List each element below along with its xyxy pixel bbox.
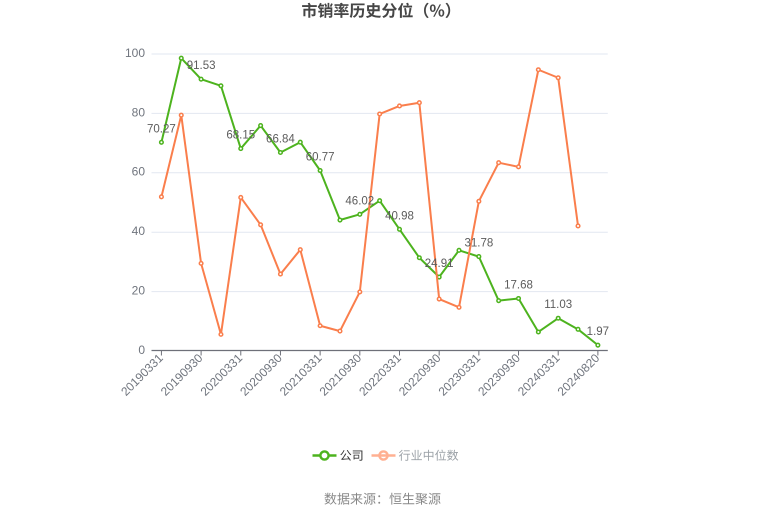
svg-text:20230331: 20230331 [436, 351, 484, 399]
svg-text:17.68: 17.68 [504, 279, 533, 291]
svg-text:80: 80 [132, 105, 146, 119]
svg-text:20220930: 20220930 [396, 351, 444, 399]
svg-text:46.02: 46.02 [345, 195, 374, 207]
svg-text:31.78: 31.78 [464, 238, 493, 250]
svg-text:20200930: 20200930 [237, 351, 285, 399]
svg-text:20210331: 20210331 [277, 351, 325, 399]
svg-text:20200331: 20200331 [198, 351, 246, 399]
svg-text:60: 60 [132, 165, 146, 179]
svg-text:20230930: 20230930 [475, 351, 523, 399]
svg-text:40.98: 40.98 [385, 210, 414, 222]
svg-text:20240820: 20240820 [555, 351, 603, 399]
svg-text:68.15: 68.15 [226, 130, 255, 142]
svg-text:20240331: 20240331 [515, 351, 563, 399]
svg-text:20: 20 [132, 284, 146, 298]
svg-text:11.03: 11.03 [544, 299, 572, 311]
svg-text:60.77: 60.77 [306, 152, 335, 164]
svg-text:1.97: 1.97 [587, 326, 609, 338]
svg-text:100: 100 [125, 46, 145, 60]
svg-text:24.91: 24.91 [425, 258, 454, 270]
svg-text:40: 40 [132, 224, 146, 238]
svg-text:20220331: 20220331 [356, 351, 404, 399]
svg-text:20190930: 20190930 [158, 351, 206, 399]
svg-text:20190331: 20190331 [118, 351, 166, 399]
svg-text:0: 0 [138, 343, 145, 357]
svg-text:70.27: 70.27 [147, 123, 176, 135]
svg-text:20210930: 20210930 [317, 351, 365, 399]
svg-text:66.84: 66.84 [266, 133, 295, 145]
svg-text:91.53: 91.53 [187, 60, 216, 72]
